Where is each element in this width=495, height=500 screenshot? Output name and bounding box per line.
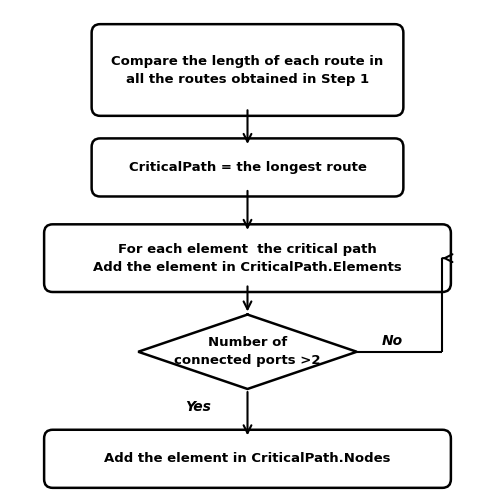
FancyBboxPatch shape: [44, 224, 451, 292]
FancyBboxPatch shape: [92, 24, 403, 116]
Text: CriticalPath = the longest route: CriticalPath = the longest route: [129, 161, 366, 174]
FancyBboxPatch shape: [92, 138, 403, 196]
Text: Add the element in CriticalPath.Nodes: Add the element in CriticalPath.Nodes: [104, 452, 391, 466]
Text: For each element  the critical path
Add the element in CriticalPath.Elements: For each element the critical path Add t…: [93, 242, 402, 274]
Text: Compare the length of each route in
all the routes obtained in Step 1: Compare the length of each route in all …: [111, 54, 384, 86]
Text: Number of
connected ports >2: Number of connected ports >2: [174, 336, 321, 368]
Polygon shape: [138, 314, 357, 389]
FancyBboxPatch shape: [44, 430, 451, 488]
Text: Yes: Yes: [185, 400, 210, 414]
Text: No: No: [382, 334, 403, 348]
